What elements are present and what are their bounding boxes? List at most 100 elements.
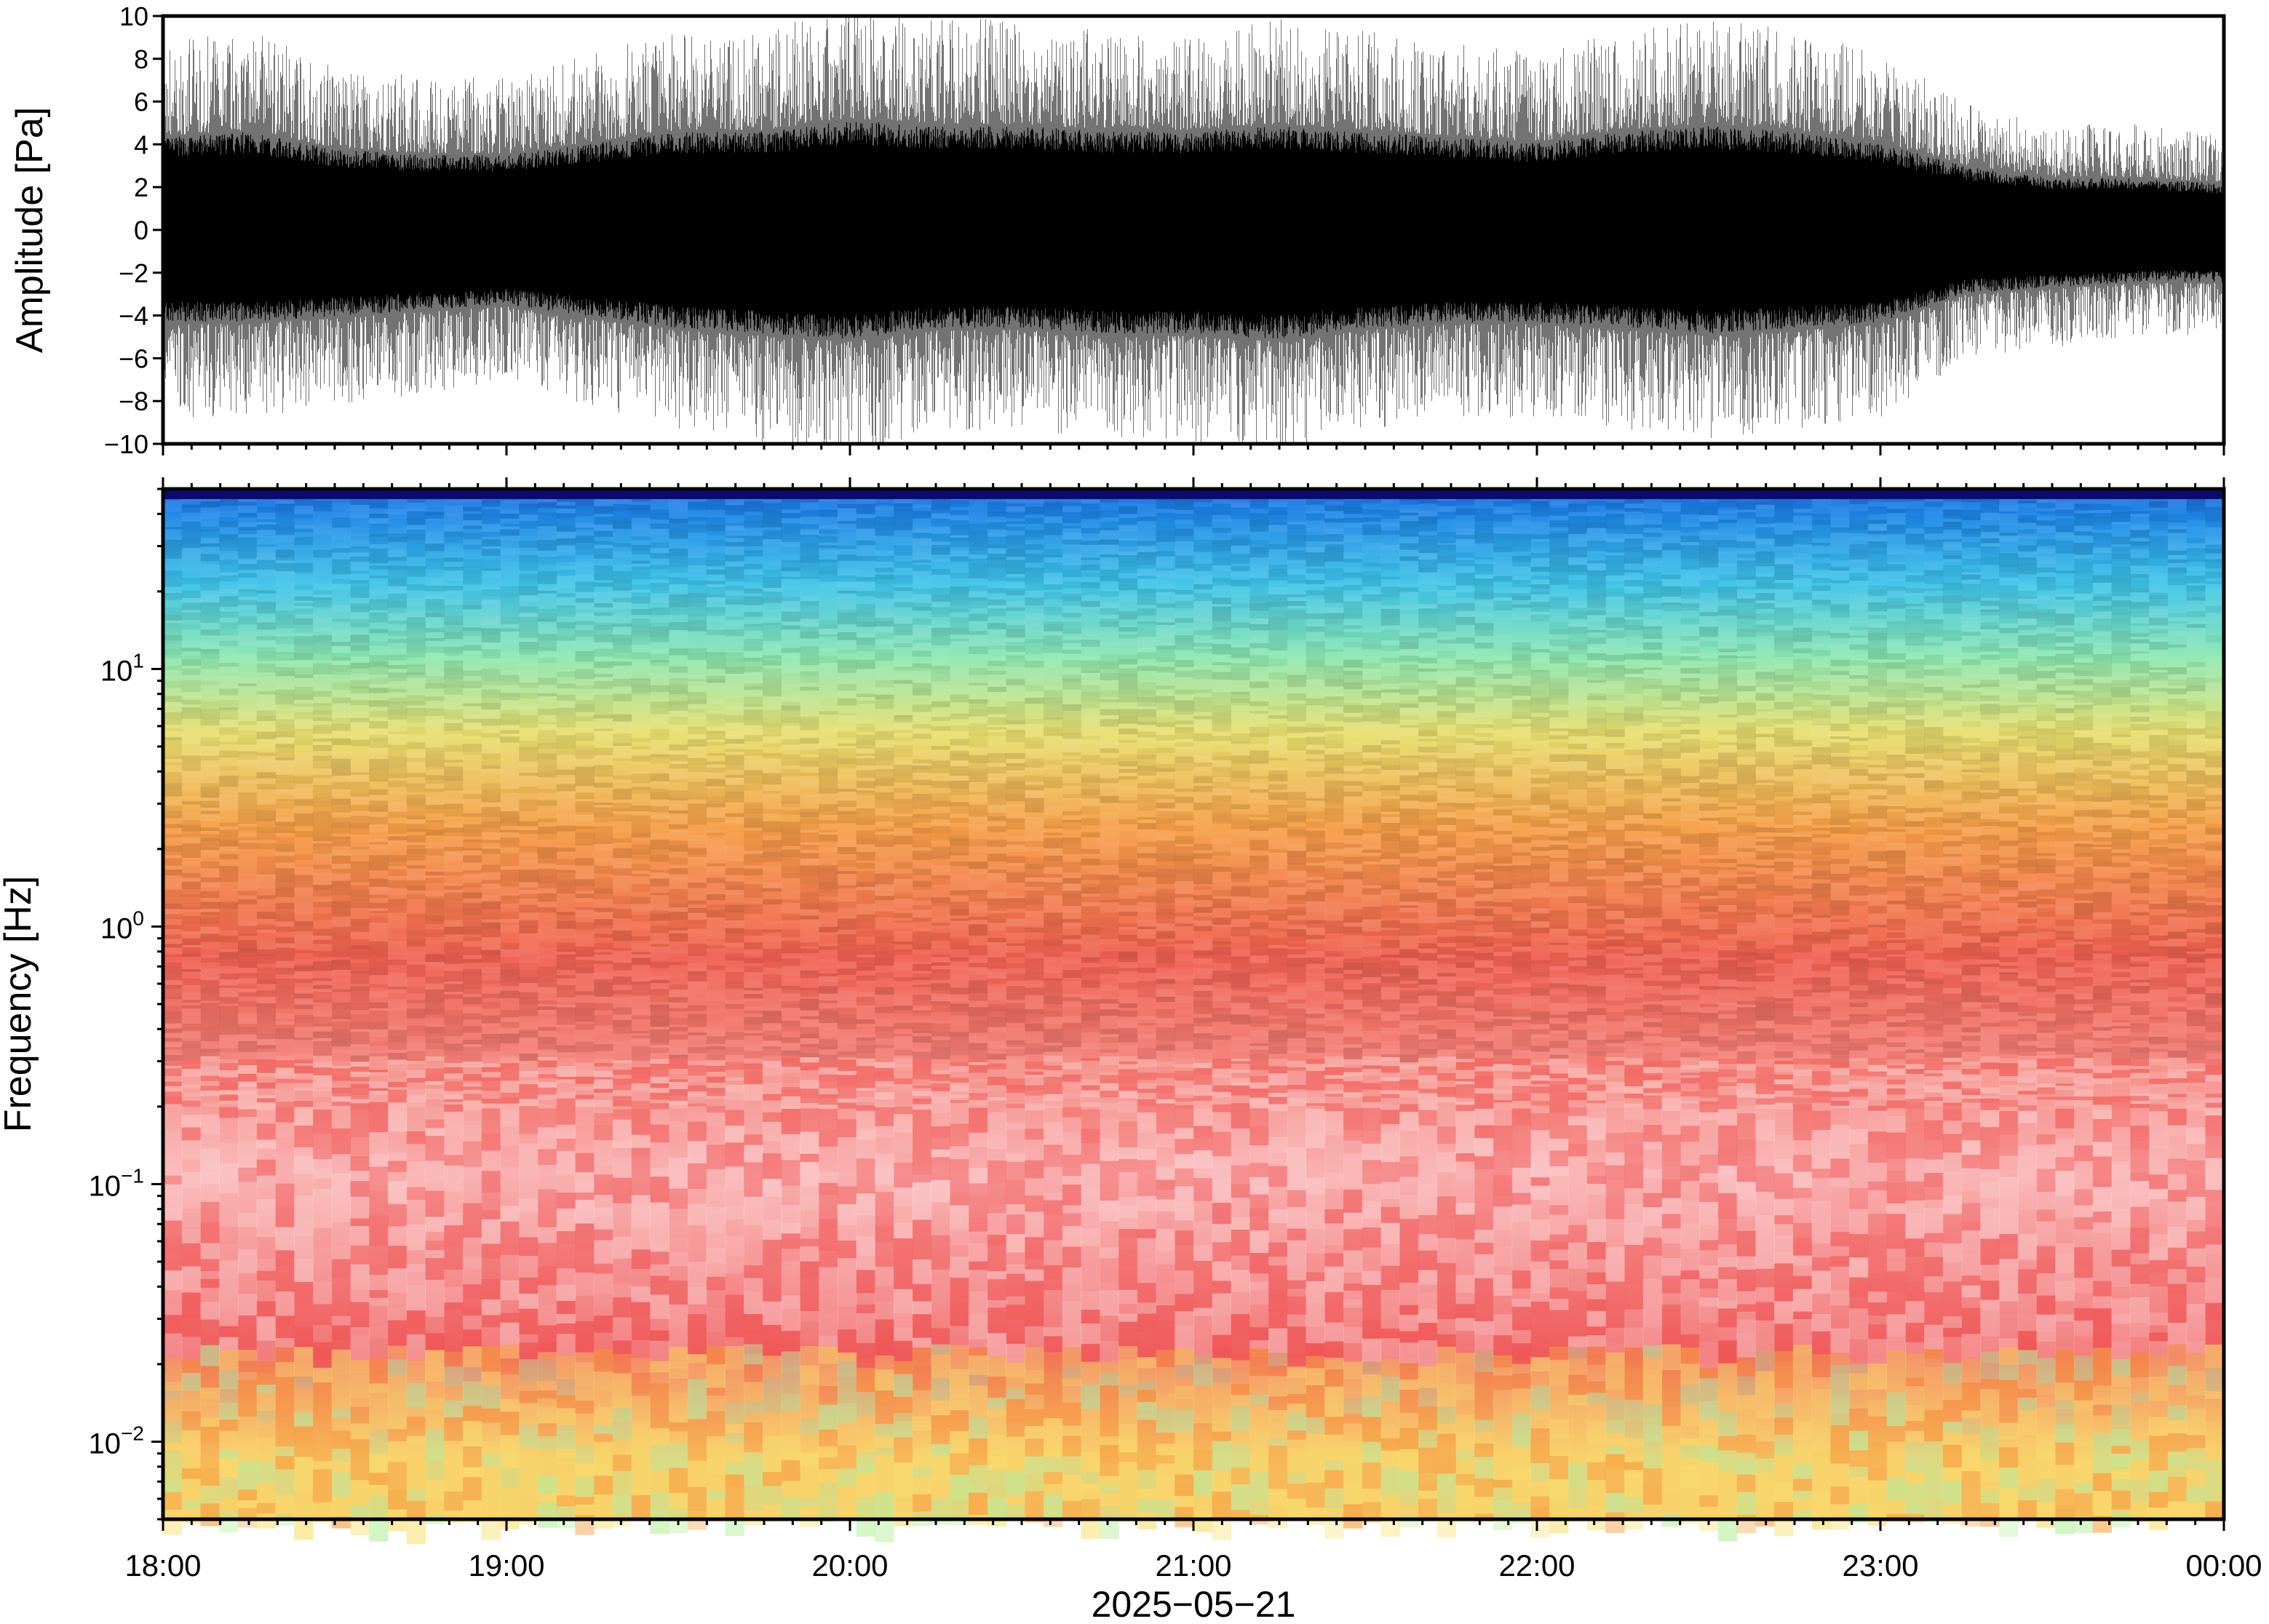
spectrogram-cell (575, 1224, 594, 1249)
spectrogram-cell (276, 1206, 295, 1227)
spectrogram-cell (257, 640, 276, 648)
spectrogram-cell (425, 1305, 444, 1317)
spectrogram-cell (444, 1102, 463, 1104)
spectrogram-cell (276, 833, 295, 837)
spectrogram-cell (407, 1083, 426, 1089)
spectrogram-cell (351, 1007, 370, 1011)
spectrogram-cell (650, 583, 669, 591)
spectrogram-cell (388, 557, 407, 560)
spectrogram-cell (782, 762, 800, 765)
spectrogram-cell (201, 771, 220, 778)
spectrogram-cell (407, 784, 426, 790)
spectrogram-cell (425, 971, 444, 976)
spectrogram-cell (463, 670, 482, 676)
spectrogram-cell (163, 608, 182, 614)
spectrogram-cell (613, 833, 632, 838)
spectrogram-cell (201, 1259, 220, 1271)
spectrogram-cell (201, 898, 220, 902)
spectrogram-cell (538, 594, 557, 598)
spectrogram-cell (669, 962, 688, 965)
spectrogram-cell (444, 1270, 463, 1287)
spectrogram-cell (538, 1050, 557, 1057)
spectrogram-cell (632, 531, 651, 537)
spectrogram-cell (725, 953, 744, 955)
spectrogram-cell (238, 936, 257, 940)
spectrogram-cell (707, 683, 726, 691)
spectrogram-cell (388, 928, 407, 931)
spectrogram-cell (257, 723, 276, 727)
spectrogram-cell (538, 658, 557, 663)
spectrogram-cell (744, 898, 763, 904)
spectrogram-cell (238, 709, 257, 716)
spectrogram-cell (744, 1486, 763, 1510)
spectrogram-cell (613, 679, 632, 687)
spectrogram-cell (669, 1101, 688, 1105)
spectrogram-cell (201, 873, 220, 878)
spectrogram-cell (650, 925, 669, 928)
spectrogram-cell (463, 1083, 482, 1087)
spectrogram-cell (219, 942, 238, 950)
spectrogram-cell (650, 503, 669, 510)
spectrogram-cell (763, 1228, 782, 1240)
spectrogram-cell (557, 837, 576, 840)
spectrogram-cell (294, 837, 313, 843)
spectrogram-cell (707, 517, 726, 525)
spectrogram-cell (557, 848, 576, 852)
spectrogram-cell (650, 520, 669, 524)
spectrogram-cell (763, 773, 782, 776)
spectrogram-cell (276, 862, 295, 868)
spectrogram-cell (201, 658, 220, 662)
spectrogram-cell (707, 892, 726, 894)
spectrogram-cell (594, 1078, 613, 1080)
spectrogram-cell (313, 778, 332, 782)
spectrogram-cell (707, 864, 726, 867)
spectrogram-cell (332, 567, 351, 574)
spectrogram-cell (163, 524, 182, 527)
spectrogram-cell (500, 1510, 519, 1518)
spectrogram-cell (257, 1437, 276, 1448)
spectrogram-cell (463, 613, 482, 621)
spectrogram-cell (238, 677, 257, 684)
spectrogram-cell (313, 734, 332, 739)
spectrogram-cell (444, 1302, 463, 1310)
spectrogram-cell (669, 536, 688, 539)
spectrogram-cell (482, 1012, 501, 1016)
spectrogram-cell (407, 517, 426, 525)
spectrogram-cell (219, 1370, 238, 1390)
spectrogram-cell (669, 725, 688, 731)
spectrogram-cell (332, 1449, 351, 1462)
spectrogram-cell (782, 542, 800, 547)
spectrogram-cell (613, 1354, 632, 1374)
spectrogram-cell (725, 1443, 744, 1462)
spectrogram-cell (351, 877, 370, 883)
spectrogram-cell (575, 689, 594, 696)
spectrogram-cell (425, 1046, 444, 1049)
spectrogram-cell (332, 978, 351, 982)
spectrogram-cell (332, 799, 351, 805)
spectrogram-cell (632, 609, 651, 615)
spectrogram-cell (201, 1018, 220, 1021)
spectrogram-cell (688, 613, 707, 617)
spectrogram-cell (482, 789, 501, 793)
spectrogram-cell (219, 673, 238, 676)
spectrogram-cell (707, 925, 726, 931)
spectrogram-cell (425, 578, 444, 586)
spectrogram-cell (782, 661, 800, 666)
spectrogram-cell (688, 1240, 707, 1262)
spectrogram-cell (650, 1030, 669, 1037)
spectrogram-cell (332, 690, 351, 698)
spectrogram-cell (707, 584, 726, 586)
spectrogram-cell (351, 1226, 370, 1246)
spectrogram-cell (575, 530, 594, 536)
spectrogram-cell (163, 614, 182, 621)
spectrogram-cell (332, 770, 351, 776)
spectrogram-cell (763, 717, 782, 723)
spectrogram-cell (407, 819, 426, 824)
spectrogram-cell (276, 868, 295, 875)
spectrogram-cell (182, 1041, 201, 1045)
spectrogram-cell (388, 955, 407, 960)
spectrogram-cell (557, 608, 576, 616)
spectrogram-cell (707, 1050, 726, 1055)
spectrogram-cell (575, 858, 594, 865)
spectrogram-cell (632, 755, 651, 761)
